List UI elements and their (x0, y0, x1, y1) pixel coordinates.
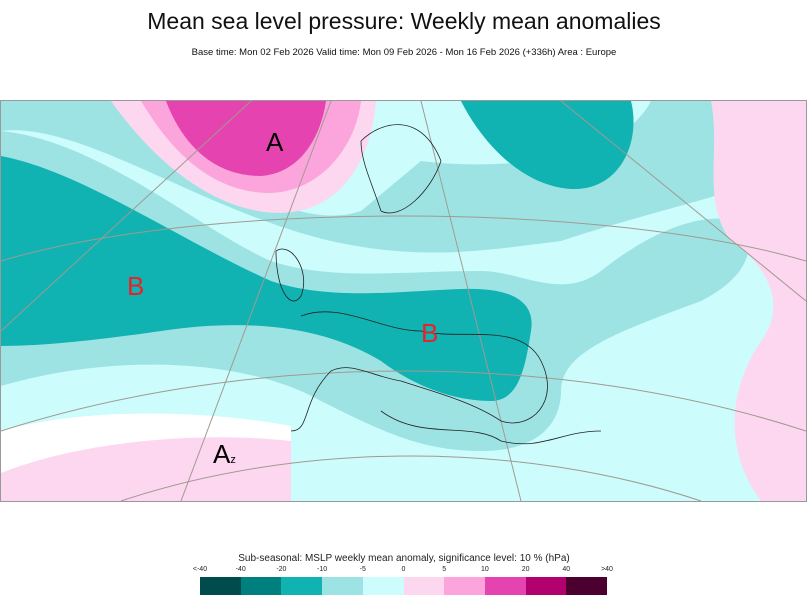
legend-tick-label: 5 (442, 566, 447, 573)
legend-title: Sub-seasonal: MSLP weekly mean anomaly, … (238, 553, 570, 564)
legend-tick-label: 0 (401, 566, 406, 573)
legend-swatch (484, 577, 526, 595)
legend-swatch (525, 577, 567, 595)
legend-tick-label: 10 (480, 566, 489, 573)
map-canvas (0, 100, 807, 502)
pink-region-east (711, 101, 806, 501)
legend-tick-label: -5 (359, 566, 366, 573)
white-band-southwest (1, 413, 291, 473)
legend-tick-label: <-40 (192, 566, 208, 573)
high-pressure-label-greenland: A (266, 127, 284, 157)
azores-label-main: A (213, 439, 231, 469)
chart-title: Mean sea level pressure: Weekly mean ano… (147, 8, 661, 34)
legend-tick-label: 40 (562, 566, 571, 573)
legend-swatch (444, 577, 485, 595)
legend-swatch (281, 577, 323, 595)
magenta-core-greenland (166, 101, 326, 176)
legend-swatch (566, 577, 608, 595)
legend-swatch (362, 577, 404, 595)
legend-tick-label: >40 (601, 566, 613, 573)
legend-swatch (403, 577, 445, 595)
legend-tick-label: -10 (317, 566, 328, 573)
legend-tick-label: -40 (235, 566, 246, 573)
low-pressure-label-balkans: B (421, 318, 439, 348)
dark-teal-band (1, 156, 532, 401)
high-pressure-label-azores: Az (213, 439, 236, 470)
legend-swatch (322, 577, 363, 595)
low-pressure-label-atlantic: B (127, 271, 145, 301)
legend-tick-label: -20 (276, 566, 287, 573)
pink-core-southwest (1, 442, 286, 501)
legend-tick-label: 20 (521, 566, 530, 573)
legend-colorbar (200, 577, 608, 595)
legend-swatch (240, 577, 282, 595)
coastlines (275, 124, 602, 445)
dark-teal-northeast (461, 101, 634, 190)
azores-label-sub: z (230, 454, 236, 466)
graticule (0, 100, 807, 502)
anomaly-map: A B B Az (0, 100, 807, 502)
chart-subtitle: Base time: Mon 02 Feb 2026 Valid time: M… (191, 47, 617, 58)
legend-swatch (200, 577, 241, 595)
